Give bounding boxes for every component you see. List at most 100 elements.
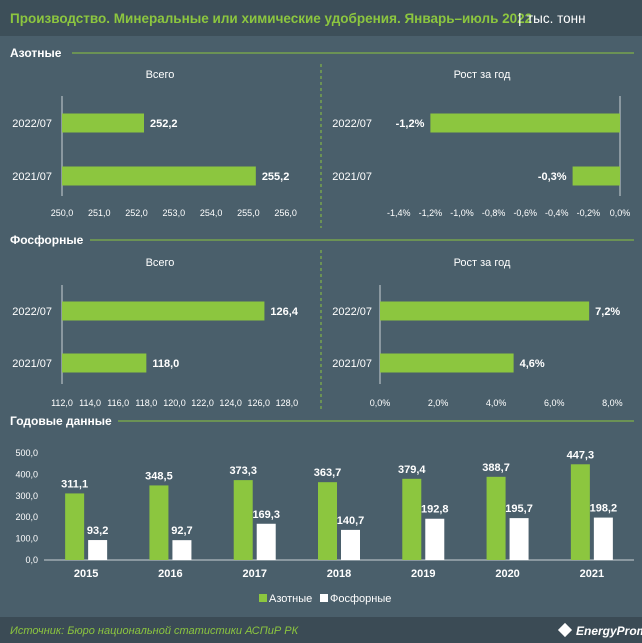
subtitle-phosphate-growth: Рост за год xyxy=(454,257,511,269)
phosphate-total-tick-label: 128,0 xyxy=(276,398,299,408)
brand-logo-icon xyxy=(557,622,573,638)
phosphate-total-tick-label: 118,0 xyxy=(135,398,157,408)
phosphate-total-category-label: 2022/07 xyxy=(12,306,52,318)
annual-bar-nitrogen xyxy=(233,480,253,560)
nitrogen-growth-tick-label: -0,2% xyxy=(577,208,601,218)
phosphate-growth-tick-label: 8,0% xyxy=(602,398,623,408)
brand-logo: EnergyProm xyxy=(557,622,642,638)
annual-x-tick-label: 2016 xyxy=(158,568,182,580)
annual-bar-phosphate xyxy=(593,517,613,560)
annual-data-label-nitrogen: 348,5 xyxy=(145,470,173,482)
nitrogen-growth-data-label: -1,2% xyxy=(396,118,425,130)
annual-data-label-nitrogen: 311,1 xyxy=(61,478,88,490)
annual-y-tick-label: 300,0 xyxy=(15,491,38,501)
annual-data-label-nitrogen: 363,7 xyxy=(314,467,342,479)
header-bar xyxy=(0,0,642,36)
phosphate-total-tick-label: 124,0 xyxy=(219,398,242,408)
annual-data-label-phosphate: 198,2 xyxy=(590,503,618,515)
legend-label-phosphate: Фосфорные xyxy=(330,593,391,605)
phosphate-total-tick-label: 122,0 xyxy=(191,398,214,408)
phosphate-total-category-label: 2021/07 xyxy=(12,358,52,370)
phosphate-growth-bar xyxy=(380,301,590,321)
phosphate-growth-chart: 0,0% 2,0% 4,0% 6,0% 8,0% 2022/07 7,2% 2021/07 4,… xyxy=(332,285,623,408)
nitrogen-total-bar xyxy=(62,113,144,133)
annual-bar-nitrogen xyxy=(486,476,506,560)
annual-data-label-phosphate: 169,3 xyxy=(252,509,280,521)
phosphate-total-chart: 112,0 114,0 116,0 118,0 120,0 122,0 124,0 126,0… xyxy=(12,285,299,408)
annual-x-tick-label: 2021 xyxy=(580,568,604,580)
nitrogen-growth-category-label: 2022/07 xyxy=(332,118,372,130)
nitrogen-growth-tick-label: -1,0% xyxy=(450,208,474,218)
brand-name: EnergyProm xyxy=(576,624,642,638)
unit-label: тыс. тонн xyxy=(527,11,586,26)
phosphate-growth-bar xyxy=(380,353,514,373)
phosphate-growth-data-label: 4,6% xyxy=(520,358,545,370)
nitrogen-total-bar xyxy=(62,166,256,186)
annual-x-tick-label: 2020 xyxy=(495,568,519,580)
annual-bar-phosphate xyxy=(509,518,529,560)
annual-y-tick-label: 400,0 xyxy=(15,469,38,479)
annual-chart: 0,0 100,0 200,0 300,0 400,0 500,0 2015 311,1 93,… xyxy=(15,448,634,580)
annual-y-tick-label: 0,0 xyxy=(25,555,38,565)
nitrogen-growth-tick-label: -1,4% xyxy=(387,208,411,218)
annual-data-label-phosphate: 140,7 xyxy=(337,515,365,527)
nitrogen-total-category-label: 2021/07 xyxy=(12,171,52,183)
nitrogen-total-tick-label: 252,0 xyxy=(125,208,148,218)
annual-bar-nitrogen xyxy=(402,478,422,560)
legend: Азотные Фосфорные xyxy=(259,593,391,605)
nitrogen-growth-chart: -1,4% -1,2% -1,0% -0,8% -0,6% -0,4% -0,2% 0,0% 2… xyxy=(332,96,630,218)
nitrogen-growth-bar xyxy=(430,113,620,133)
nitrogen-growth-tick-label: -1,2% xyxy=(419,208,443,218)
nitrogen-growth-tick-label: 0,0% xyxy=(610,208,631,218)
legend-swatch-phosphate xyxy=(320,594,328,602)
annual-x-tick-label: 2017 xyxy=(242,568,266,580)
title-separator: | xyxy=(518,10,522,26)
phosphate-total-tick-label: 120,0 xyxy=(163,398,186,408)
phosphate-growth-tick-label: 6,0% xyxy=(544,398,565,408)
annual-data-label-phosphate: 93,2 xyxy=(87,525,108,537)
annual-x-tick-label: 2018 xyxy=(327,568,351,580)
section-title-phosphate: Фосфорные xyxy=(10,233,84,247)
nitrogen-total-category-label: 2022/07 xyxy=(12,118,52,130)
nitrogen-growth-data-label: -0,3% xyxy=(538,171,567,183)
annual-bar-nitrogen xyxy=(318,482,337,560)
nitrogen-growth-bar xyxy=(572,166,620,186)
nitrogen-growth-tick-label: -0,4% xyxy=(545,208,569,218)
footer-bar xyxy=(0,617,642,643)
annual-y-tick-label: 100,0 xyxy=(15,534,38,544)
phosphate-growth-tick-label: 2,0% xyxy=(428,398,449,408)
phosphate-growth-category-label: 2022/07 xyxy=(332,306,372,318)
nitrogen-total-tick-label: 256,0 xyxy=(274,208,297,218)
annual-x-tick-label: 2019 xyxy=(411,568,435,580)
phosphate-total-tick-label: 112,0 xyxy=(51,398,73,408)
annual-data-label-nitrogen: 447,3 xyxy=(567,449,595,461)
subtitle-phosphate-total: Всего xyxy=(146,257,175,269)
phosphate-total-tick-label: 114,0 xyxy=(79,398,101,408)
page-title: Производство. Минеральные или химические… xyxy=(10,11,532,26)
phosphate-growth-data-label: 7,2% xyxy=(595,306,620,318)
annual-bar-nitrogen xyxy=(65,493,85,560)
annual-bar-phosphate xyxy=(256,523,276,560)
nitrogen-growth-tick-label: -0,6% xyxy=(513,208,537,218)
legend-label-nitrogen: Азотные xyxy=(269,593,312,605)
annual-data-label-nitrogen: 373,3 xyxy=(229,465,257,477)
subtitle-nitrogen-growth: Рост за год xyxy=(454,69,511,81)
annual-bar-nitrogen xyxy=(570,464,590,560)
nitrogen-total-chart: 250,0 251,0 252,0 253,0 254,0 255,0 256,0 2022/… xyxy=(12,96,297,218)
nitrogen-total-tick-label: 250,0 xyxy=(51,208,74,218)
section-title-nitrogen: Азотные xyxy=(10,46,62,60)
phosphate-total-data-label: 118,0 xyxy=(152,358,179,370)
nitrogen-total-tick-label: 254,0 xyxy=(200,208,223,218)
nitrogen-growth-tick-label: -0,8% xyxy=(482,208,506,218)
annual-bar-phosphate xyxy=(341,529,360,560)
annual-data-label-phosphate: 195,7 xyxy=(505,503,533,515)
annual-data-label-phosphate: 192,8 xyxy=(421,504,449,516)
phosphate-total-tick-label: 126,0 xyxy=(248,398,271,408)
source-text: Источник: Бюро национальной статистики А… xyxy=(10,625,299,637)
legend-swatch-nitrogen xyxy=(259,594,267,602)
annual-y-tick-label: 500,0 xyxy=(15,448,38,458)
phosphate-total-bar xyxy=(62,353,147,373)
phosphate-growth-category-label: 2021/07 xyxy=(332,358,372,370)
annual-bar-phosphate xyxy=(88,540,108,560)
